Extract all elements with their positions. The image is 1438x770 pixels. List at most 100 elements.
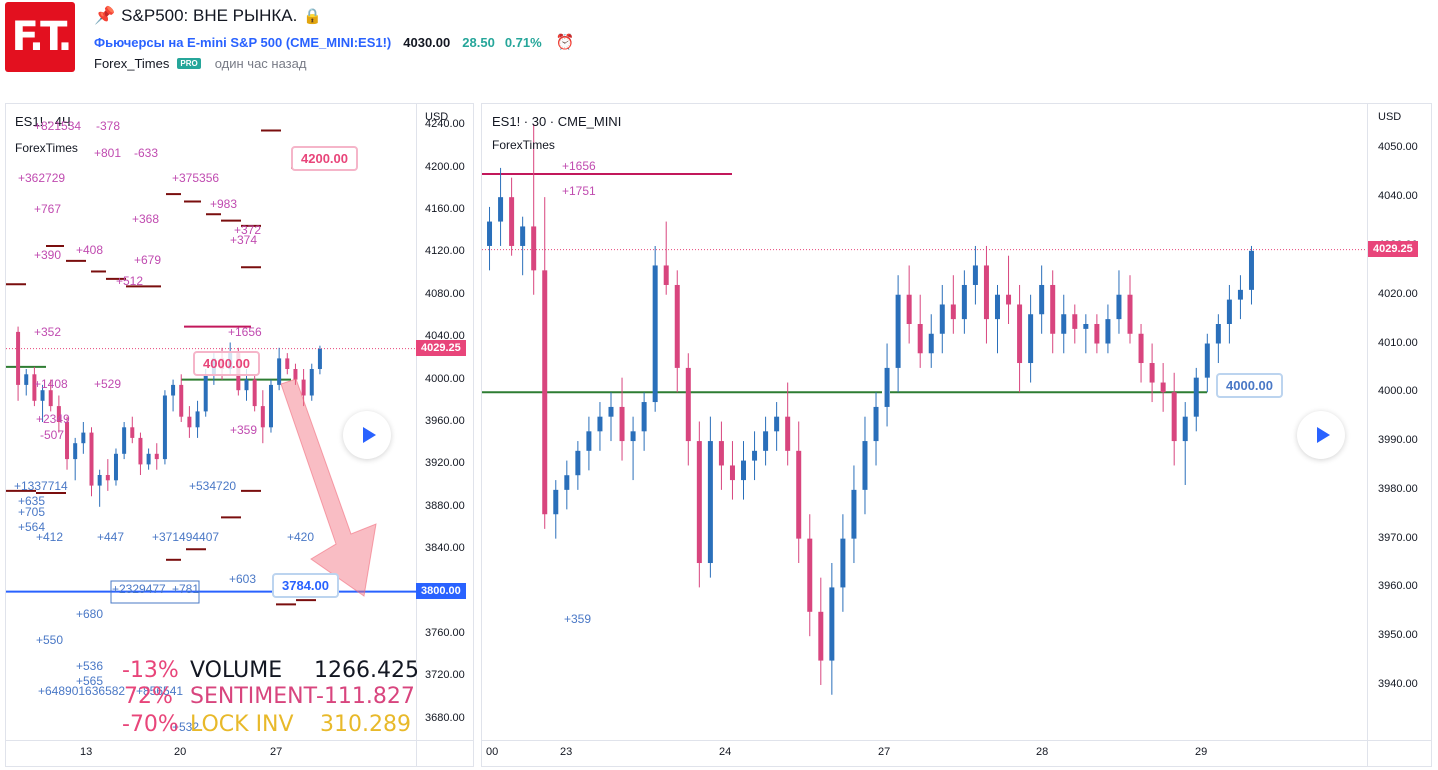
time-tick: 27 — [878, 746, 891, 758]
candle-body — [1039, 284, 1045, 315]
callout-3784[interactable]: 3784.00 — [272, 573, 339, 598]
sentiment-pct: 72% — [124, 684, 173, 709]
price-tick: 3840.00 — [425, 542, 465, 555]
level-label-purple: +362729 — [18, 171, 66, 185]
level-label-purple: +1408 — [34, 377, 68, 391]
level-label-blue: +371494407 — [152, 530, 220, 544]
level-label-blue: +635 — [18, 494, 46, 508]
candle-body — [293, 369, 298, 380]
level-label-blue: +532 — [172, 720, 200, 734]
chart-legend-source: ForexTimes — [15, 141, 78, 155]
candle-body — [301, 379, 306, 396]
level-label-blue: +412 — [36, 530, 64, 544]
candle-body — [829, 587, 835, 661]
level-label-purple: -507 — [40, 428, 65, 442]
chart-panel-30m[interactable]: ES1! · 30 · CME_MINI ForexTimes USD 4050… — [481, 103, 1432, 767]
candle-body — [1127, 294, 1133, 334]
candle-body — [884, 367, 890, 407]
level-label-purple: +408 — [76, 243, 104, 257]
price-axis-divider — [1367, 104, 1368, 766]
chart-legend-title: ES1! · 30 · CME_MINI — [492, 114, 622, 129]
candle-body — [1149, 363, 1155, 383]
candle-body — [1094, 324, 1100, 344]
candle-body — [1138, 333, 1144, 364]
level-label-purple: -633 — [134, 146, 159, 160]
level-label-purple: +374 — [230, 233, 258, 247]
candle-body — [277, 358, 282, 385]
candle-body — [520, 226, 526, 246]
chart-panel-4h[interactable]: ES1! · 4Ч ForexTimes USD 4240.00 4200.00 4… — [5, 103, 474, 767]
chart-plot-4h[interactable] — [6, 104, 416, 740]
candle-body — [873, 406, 879, 442]
candle-body — [1237, 289, 1243, 300]
alarm-icon[interactable]: ⏰ — [555, 34, 575, 51]
author-name[interactable]: Forex_Times — [94, 56, 170, 71]
candle-body — [796, 450, 802, 539]
level-label-purple: +352 — [34, 325, 62, 339]
candle-body — [260, 406, 265, 428]
last-price-tag: 4029.25 — [1368, 240, 1418, 257]
play-replay-button[interactable] — [343, 411, 391, 459]
level-label-blue: +420 — [287, 530, 315, 544]
chart-legend-title: ES1! · 4Ч — [15, 114, 71, 129]
candle-body — [97, 475, 102, 486]
lockinv-pct: -70% — [122, 712, 179, 737]
callout-4000[interactable]: 4000.00 — [193, 351, 260, 376]
level-label-purple: +372 — [234, 223, 262, 237]
candle-body — [179, 384, 184, 417]
candle-body — [608, 406, 614, 417]
callout-4000-right[interactable]: 4000.00 — [1216, 373, 1283, 398]
candle-body — [105, 475, 110, 481]
projection-arrow — [280, 378, 377, 597]
candle-body — [531, 226, 537, 271]
candle-body — [203, 374, 208, 412]
price-tick: 4000.00 — [1378, 385, 1418, 398]
play-replay-button[interactable] — [1297, 411, 1345, 459]
candle-body — [741, 460, 747, 481]
candle-body — [244, 379, 249, 391]
callout-4200[interactable]: 4200.00 — [291, 146, 358, 171]
level-label-purple: +983 — [210, 197, 238, 211]
level-label-purple: +512 — [116, 274, 144, 288]
candle-body — [718, 441, 724, 466]
level-label-blue: +856541 — [136, 684, 184, 698]
time-tick: 13 — [80, 746, 93, 758]
candle-body — [851, 489, 857, 539]
candle-body — [983, 265, 989, 320]
candle-body — [162, 395, 167, 460]
candle-body — [674, 284, 680, 368]
level-label: +359 — [564, 612, 592, 626]
candle-body — [950, 304, 956, 320]
brand-logo[interactable]: F.T. — [5, 2, 75, 72]
candle-body — [65, 422, 70, 460]
candle-body — [509, 197, 515, 246]
candle-body — [818, 611, 824, 661]
time-tick: 20 — [174, 746, 187, 758]
volume-pct: -13% — [122, 658, 179, 683]
price-tick: 3990.00 — [1378, 434, 1418, 447]
candle-body — [696, 441, 702, 564]
candle-body — [729, 465, 735, 481]
price-tick: 4160.00 — [425, 203, 465, 215]
candle-body — [24, 374, 29, 385]
symbol-link[interactable]: Фьючерсы на E-mini S&P 500 (CME_MINI:ES1… — [94, 34, 392, 50]
chart-plot-30m[interactable] — [482, 104, 1367, 740]
candle-body — [994, 294, 1000, 320]
candle-body — [685, 367, 691, 442]
candle-body — [138, 437, 143, 465]
level-price-tag: 3800.00 — [416, 582, 466, 599]
candle-body — [498, 197, 504, 222]
symbol-price: 4030.00 — [403, 34, 451, 50]
candle-body — [939, 304, 945, 334]
chart-legend-source: ForexTimes — [492, 138, 555, 152]
price-tick: 4020.00 — [1378, 287, 1418, 300]
level-label-blue: +680 — [76, 607, 104, 621]
level-label-blue: +1337714 — [14, 479, 68, 493]
candle-body — [187, 416, 192, 428]
candle-body — [542, 270, 548, 515]
candle-body — [309, 369, 314, 396]
candle-body — [268, 384, 273, 428]
price-axis-divider — [416, 104, 417, 766]
lock-icon: 🔒 — [303, 8, 322, 25]
candle-body — [113, 453, 118, 481]
